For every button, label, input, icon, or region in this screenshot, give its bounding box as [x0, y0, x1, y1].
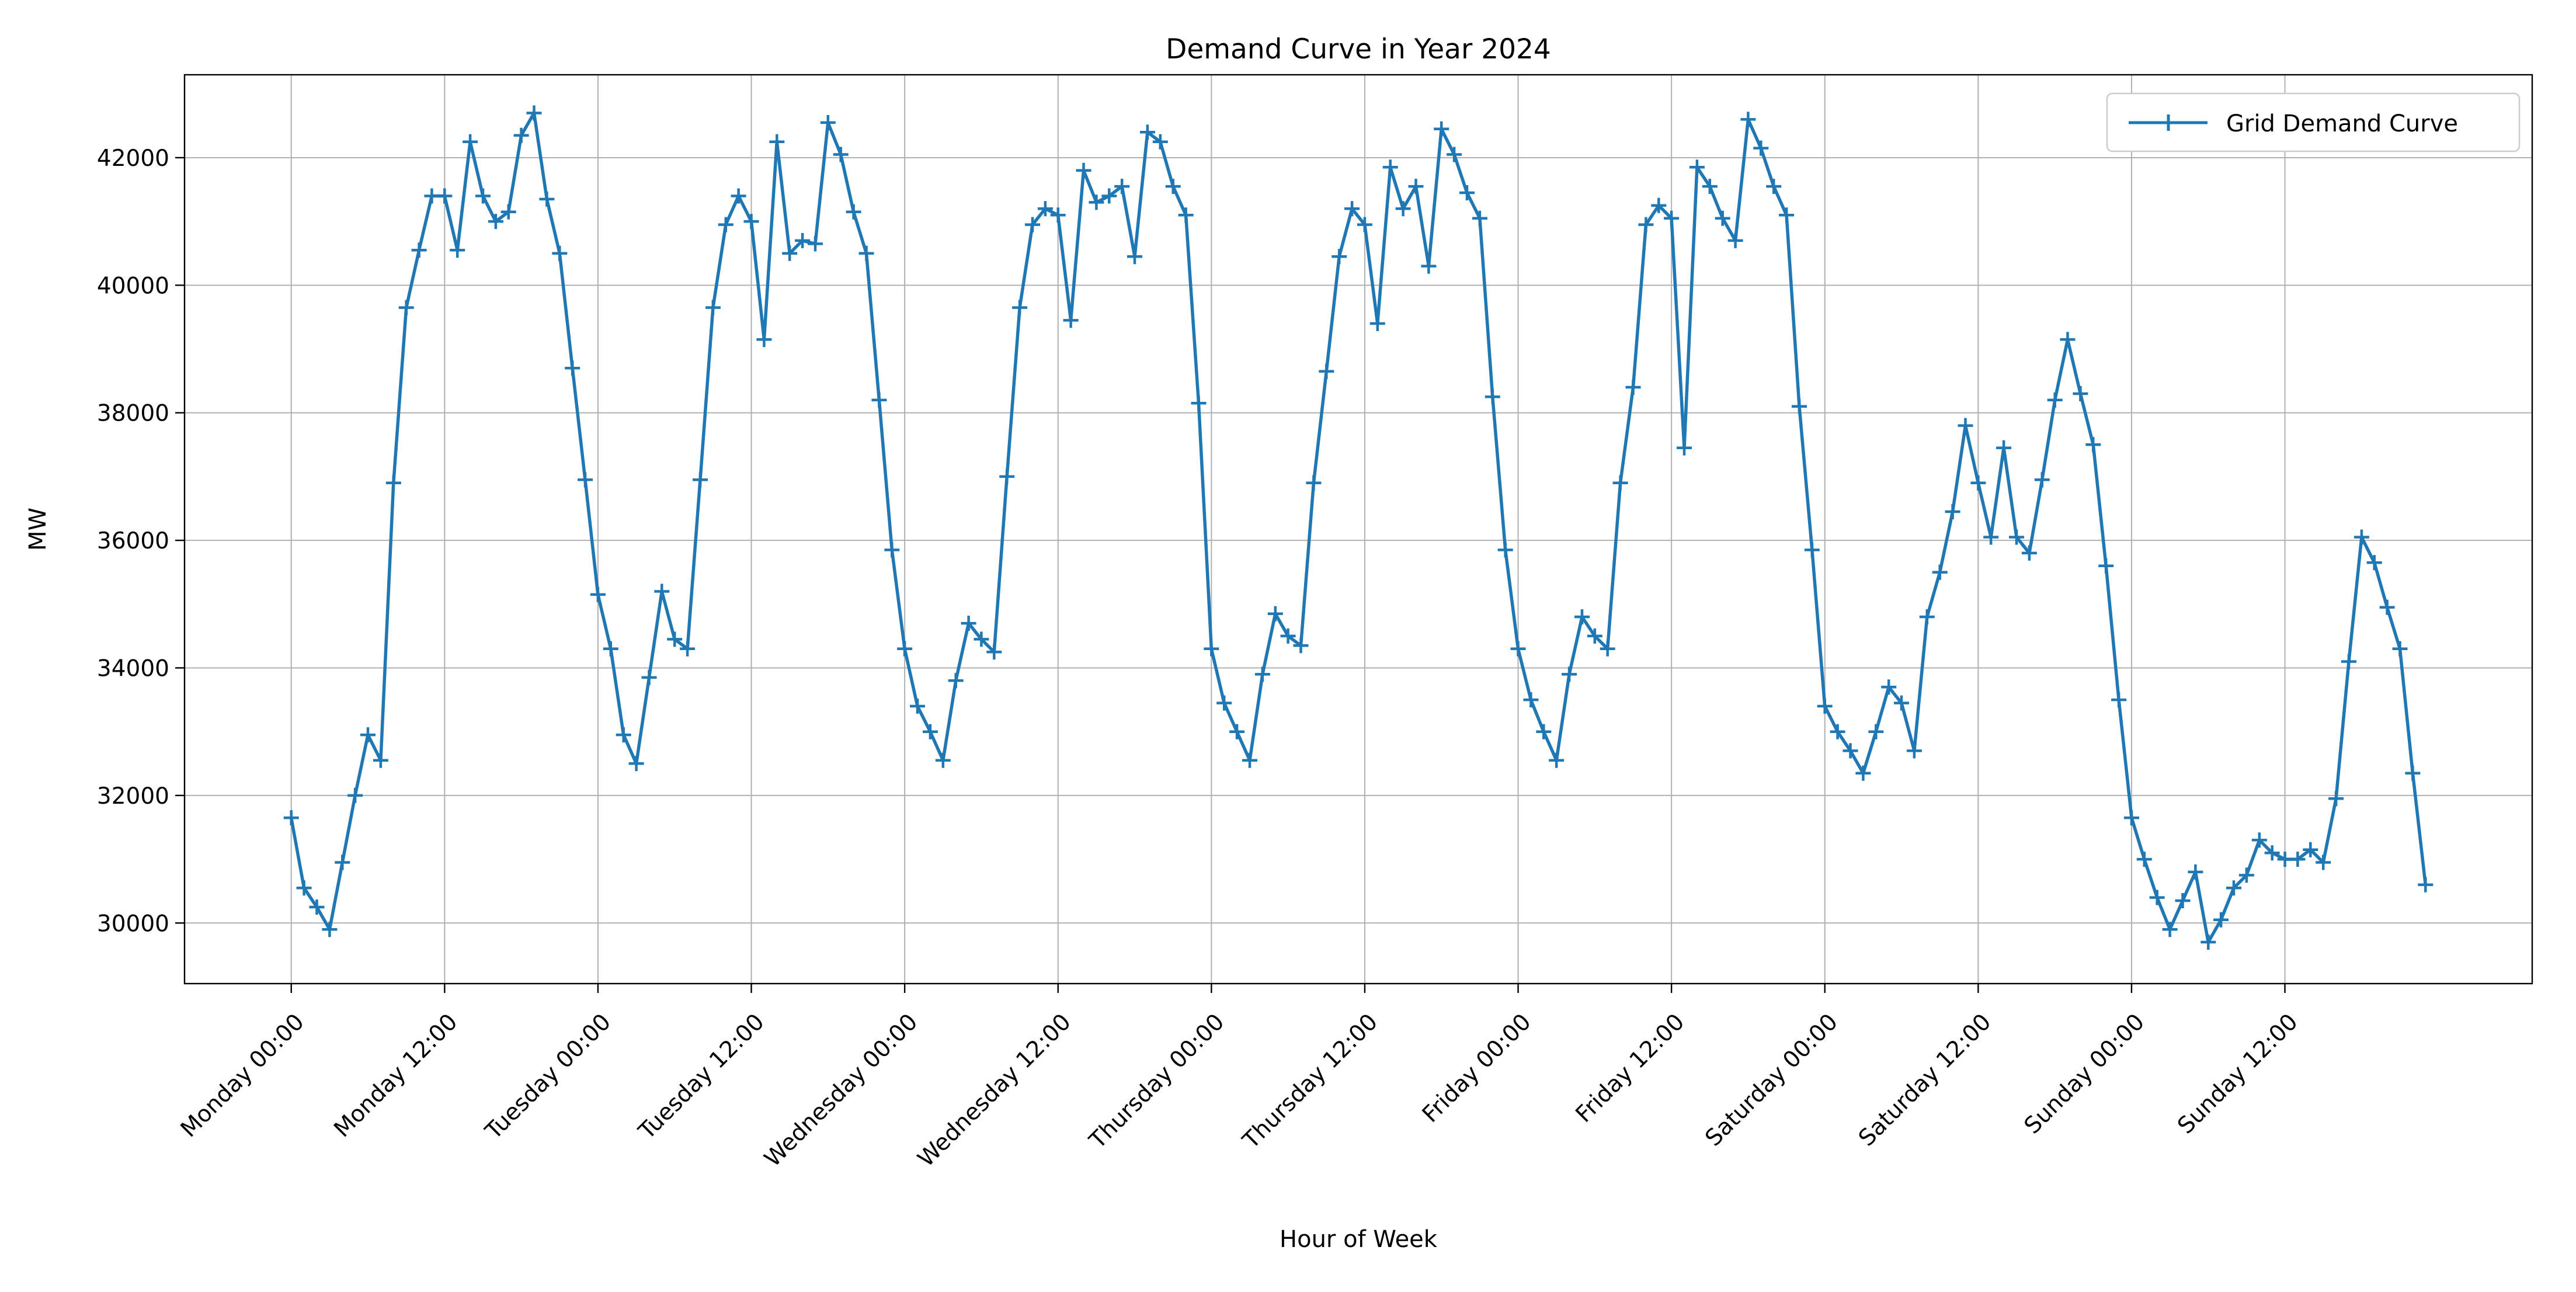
y-tick-label: 36000	[97, 528, 169, 554]
plot-border	[183, 74, 2533, 985]
x-tick-label: Wednesday 12:00	[913, 1009, 1076, 1172]
x-tick-label: Thursday 12:00	[1237, 1009, 1383, 1154]
y-tick-label: 40000	[97, 273, 169, 299]
legend-line-sample	[2129, 114, 2207, 131]
y-tick-label: 42000	[97, 145, 169, 172]
x-tick-label: Saturday 12:00	[1854, 1009, 1996, 1151]
y-tick-label: 34000	[97, 655, 169, 682]
x-tick-label: Tuesday 00:00	[480, 1009, 616, 1145]
y-tick-label: 30000	[97, 911, 169, 937]
x-tick-label: Monday 00:00	[176, 1009, 310, 1142]
x-tick-label: Sunday 00:00	[2019, 1009, 2150, 1139]
legend-label: Grid Demand Curve	[2226, 110, 2458, 137]
y-axis-label: MW	[25, 508, 51, 551]
x-tick-label: Monday 12:00	[329, 1009, 463, 1142]
x-tick-label: Friday 12:00	[1571, 1009, 1690, 1128]
x-tick-label: Wednesday 00:00	[759, 1009, 923, 1172]
legend: Grid Demand Curve	[2106, 92, 2521, 152]
x-tick-label: Saturday 00:00	[1700, 1009, 1843, 1151]
x-tick-label: Sunday 12:00	[2172, 1009, 2303, 1139]
legend-box	[2106, 92, 2521, 152]
chart-title: Demand Curve in Year 2024	[1166, 33, 1551, 65]
y-tick-label: 38000	[97, 401, 169, 427]
y-tick-label: 32000	[97, 783, 169, 810]
data-point-markers	[283, 105, 2434, 950]
demand-curve-line	[289, 111, 2428, 944]
x-tick-label: Friday 00:00	[1417, 1009, 1536, 1128]
x-tick-label: Thursday 00:00	[1084, 1009, 1229, 1154]
x-tick-label: Tuesday 12:00	[634, 1009, 770, 1145]
plot-area: 30000 32000 34000 36000 38000 40000 42000 Monda…	[97, 74, 2533, 1172]
x-axis-label: Hour of Week	[1280, 1226, 1438, 1253]
